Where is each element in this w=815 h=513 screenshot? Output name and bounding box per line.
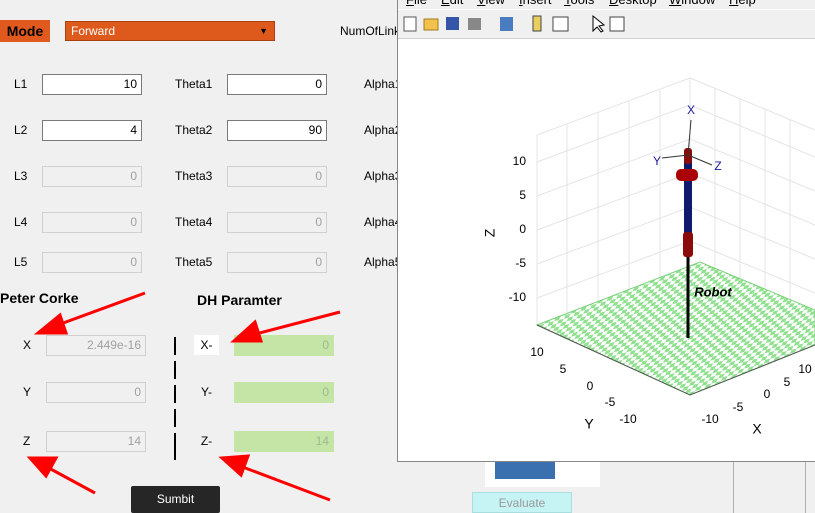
theta-label: Theta2 bbox=[175, 123, 213, 137]
panel-edge bbox=[805, 462, 806, 513]
menu-item[interactable]: Tools bbox=[564, 0, 594, 7]
robot-joint bbox=[683, 232, 693, 257]
menu-item[interactable]: Window bbox=[669, 0, 715, 7]
alpha-label: Alpha2 bbox=[364, 123, 402, 137]
menu-item[interactable]: Desktop bbox=[609, 0, 657, 7]
dh-value: 0 bbox=[234, 382, 334, 403]
x-tick-label: 5 bbox=[784, 375, 791, 389]
figure-window: File Edit View Insert Tools Desktop Window Help bbox=[397, 0, 815, 462]
z-tick-label: 0 bbox=[519, 222, 526, 236]
dh-label: Z- bbox=[200, 434, 213, 448]
toolbar-icons bbox=[403, 14, 625, 33]
result-label: Z bbox=[23, 434, 31, 448]
menu-bar: File Edit View Insert Tools Desktop Window Help bbox=[398, 0, 815, 9]
separator bbox=[174, 337, 176, 460]
theta-label: Theta3 bbox=[175, 169, 213, 183]
link-label: L1 bbox=[14, 77, 28, 91]
theta-label: Theta1 bbox=[175, 77, 213, 91]
mode-dropdown[interactable]: Forward ▼ bbox=[65, 21, 275, 41]
x-tick-label: 10 bbox=[798, 362, 812, 376]
mode-label: Mode bbox=[0, 20, 50, 42]
section-title: Peter Corke bbox=[0, 290, 79, 306]
z-tick-label: -10 bbox=[509, 290, 527, 304]
result-label: X bbox=[23, 338, 32, 352]
z-axis-label: Z bbox=[482, 228, 498, 237]
theta-label: Theta4 bbox=[175, 215, 213, 229]
thumbnail-shape bbox=[495, 461, 555, 479]
link-length-input: 0 bbox=[42, 212, 142, 233]
y-tick-label: 10 bbox=[530, 345, 544, 359]
menu-item[interactable]: Insert bbox=[519, 0, 552, 7]
link-label: L4 bbox=[14, 215, 28, 229]
alpha-label: Alpha1 bbox=[364, 77, 402, 91]
submit-button[interactable]: Sumbit bbox=[131, 486, 220, 513]
robot-joint bbox=[684, 148, 692, 164]
annotation: Robot bbox=[694, 284, 732, 299]
theta-input: 0 bbox=[227, 252, 327, 273]
mode-value: Forward bbox=[71, 24, 116, 38]
dh-value: 14 bbox=[234, 431, 334, 452]
link-label: L2 bbox=[14, 123, 28, 137]
z-tick-label: 5 bbox=[519, 188, 526, 202]
alpha-label: Alpha5 bbox=[364, 255, 402, 269]
robot-joint bbox=[676, 169, 698, 181]
frame-label: X bbox=[687, 103, 695, 117]
link-length-input: 0 bbox=[42, 252, 142, 273]
theta-input[interactable]: 0 bbox=[227, 74, 327, 95]
dropdown-arrow: ▼ bbox=[259, 26, 268, 36]
frame-axes bbox=[661, 119, 713, 166]
section-title: DH Paramter bbox=[197, 292, 282, 308]
toolbar bbox=[398, 10, 815, 39]
num-of-link-label: NumOfLink bbox=[340, 24, 401, 38]
grid bbox=[536, 77, 815, 325]
y-tick-label: -10 bbox=[619, 412, 637, 426]
link-label: L3 bbox=[14, 169, 28, 183]
y-tick-label: 0 bbox=[587, 379, 594, 393]
alpha-label: Alpha4 bbox=[364, 215, 402, 229]
theta-input: 0 bbox=[227, 212, 327, 233]
result-value: 14 bbox=[46, 431, 146, 452]
result-value: 0 bbox=[46, 382, 146, 403]
link-length-input: 0 bbox=[42, 166, 142, 187]
alpha-label: Alpha3 bbox=[364, 169, 402, 183]
menu-item[interactable]: Edit bbox=[441, 0, 463, 7]
link-length-input[interactable]: 10 bbox=[42, 74, 142, 95]
y-axis-label: Y bbox=[584, 416, 594, 432]
dh-label: X- bbox=[194, 335, 219, 355]
link-label: L5 bbox=[14, 255, 28, 269]
y-tick-label: 5 bbox=[560, 362, 567, 376]
frame-label: Y bbox=[653, 154, 661, 168]
menu-item[interactable]: File bbox=[406, 0, 427, 7]
z-tick-label: -5 bbox=[515, 256, 526, 270]
theta-label: Theta5 bbox=[175, 255, 213, 269]
frame-label: Z bbox=[714, 159, 721, 173]
result-label: Y bbox=[23, 385, 32, 399]
link-length-input[interactable]: 4 bbox=[42, 120, 142, 141]
x-tick-label: 0 bbox=[764, 387, 771, 401]
x-axis-label: X bbox=[752, 421, 762, 437]
theta-input[interactable]: 90 bbox=[227, 120, 327, 141]
robot-link bbox=[684, 160, 692, 235]
panel-edge bbox=[733, 462, 734, 513]
result-value: 2.449e-16 bbox=[46, 335, 146, 356]
dh-label: Y- bbox=[201, 385, 212, 399]
menu-item[interactable]: Help bbox=[729, 0, 756, 7]
x-tick-label: -10 bbox=[701, 412, 719, 426]
x-tick-label: -5 bbox=[733, 400, 744, 414]
menu-item[interactable]: View bbox=[477, 0, 505, 7]
z-tick-label: 10 bbox=[513, 154, 527, 168]
theta-input: 0 bbox=[227, 166, 327, 187]
y-tick-label: -5 bbox=[605, 395, 616, 409]
axis-line bbox=[536, 324, 815, 396]
